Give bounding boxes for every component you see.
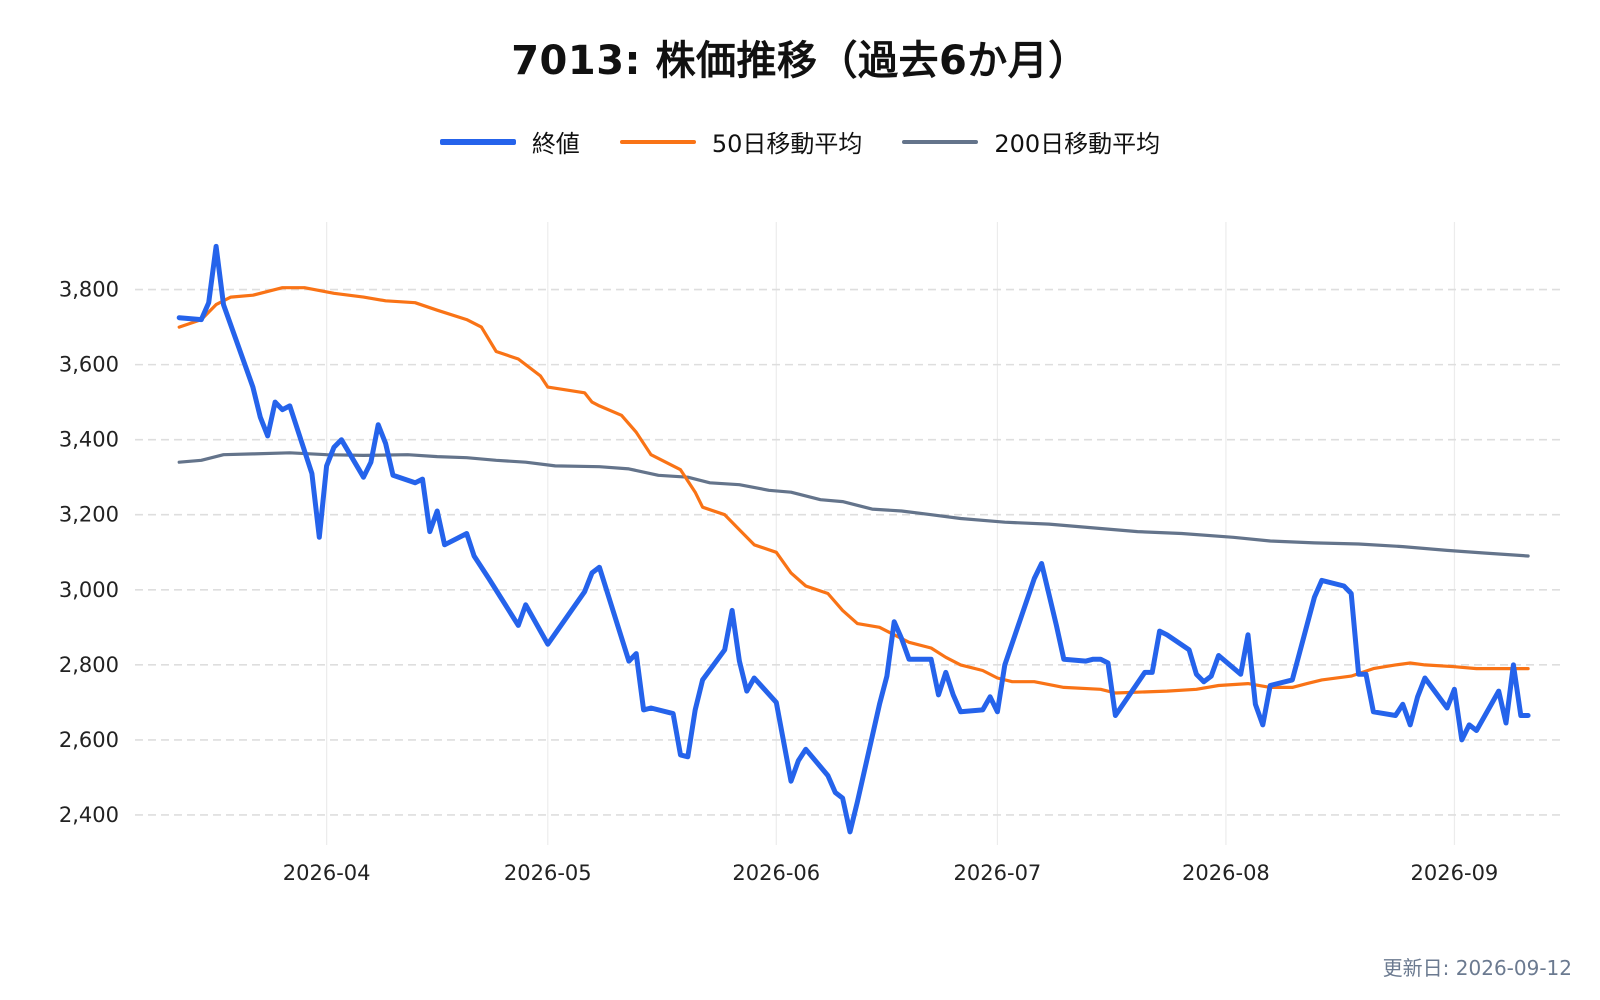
- y-tick-label: 3,800: [59, 278, 119, 302]
- axis-layer: 2026-04 2026-05 2026-06 2026-07 2026-08 2026-…: [59, 278, 1498, 885]
- y-tick-label: 3,400: [59, 428, 119, 452]
- legend-label-close: 終値: [531, 130, 580, 158]
- close-price-line: [176, 243, 1531, 835]
- series-layer: [176, 243, 1531, 835]
- legend-swatch-close: [439, 138, 516, 145]
- legend-swatch-ma50: [619, 139, 696, 144]
- updated-date: 更新日: 2026-09-12: [1382, 956, 1572, 980]
- x-tick-label: 2026-04: [283, 861, 371, 885]
- chart-title: 7013: 株価推移（過去6か月）: [511, 38, 1089, 84]
- y-tick-label: 3,200: [59, 503, 119, 527]
- legend-item-close[interactable]: 終値: [439, 124, 580, 159]
- x-tick-label: 2026-06: [732, 861, 820, 885]
- x-tick-label: 2026-07: [954, 861, 1042, 885]
- legend-label-ma200: 200日移動平均: [994, 130, 1161, 158]
- legend-label-ma50: 50日移動平均: [711, 130, 863, 158]
- legend-swatch-ma200: [902, 139, 979, 144]
- grid-layer: [135, 222, 1565, 845]
- ma50-line: [177, 286, 1530, 695]
- x-tick-label: 2026-05: [504, 861, 592, 885]
- y-tick-label: 3,000: [59, 578, 119, 602]
- y-tick-label: 3,600: [59, 353, 119, 377]
- legend-item-ma200[interactable]: 200日移動平均: [902, 124, 1160, 159]
- legend: 終値 50日移動平均 200日移動平均: [0, 124, 1600, 159]
- legend-item-ma50[interactable]: 50日移動平均: [619, 124, 863, 159]
- y-tick-label: 2,800: [59, 653, 119, 677]
- ma200-line: [177, 451, 1530, 558]
- y-tick-label: 2,600: [59, 728, 119, 752]
- x-tick-label: 2026-09: [1411, 861, 1499, 885]
- x-tick-label: 2026-08: [1182, 861, 1270, 885]
- y-tick-label: 2,400: [59, 803, 119, 827]
